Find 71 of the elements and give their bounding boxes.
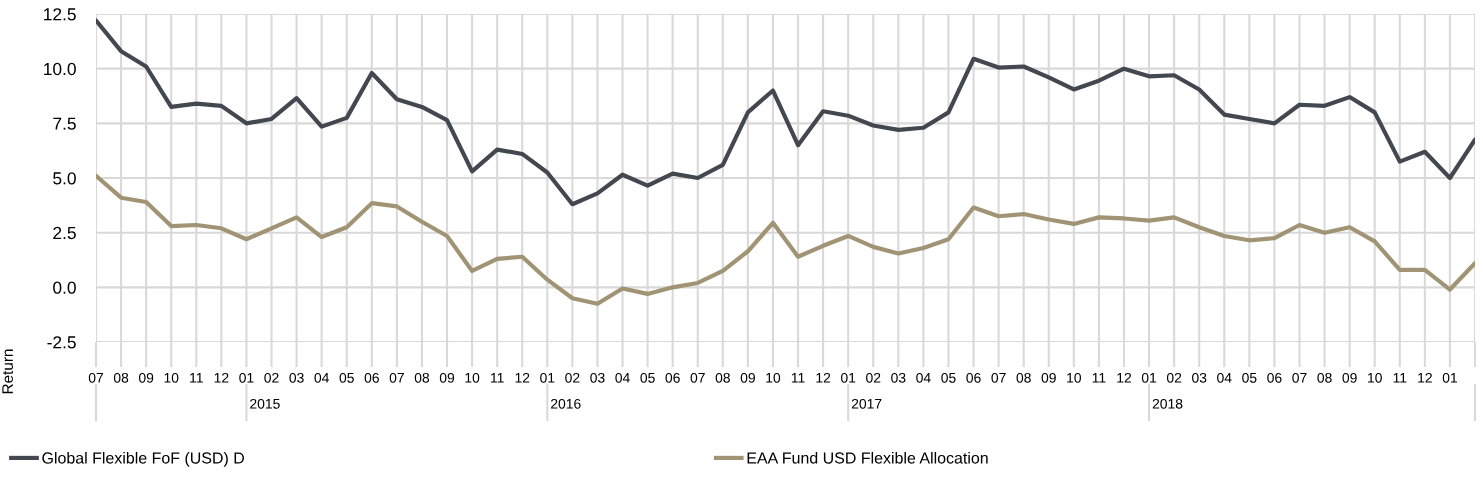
x-tick-label: 03 bbox=[289, 372, 304, 383]
x-tick-label: 01 bbox=[1442, 372, 1457, 383]
x-tick-label: 08 bbox=[113, 372, 129, 383]
y-tick-label: 7.5 bbox=[53, 117, 76, 130]
x-tick-label: 11 bbox=[190, 373, 203, 383]
x-tick-label: 01 bbox=[841, 372, 856, 383]
y-tick-label: 0.0 bbox=[53, 281, 76, 294]
x-tick-label: 08 bbox=[1016, 372, 1031, 383]
legend-label: Global Flexible FoF (USD) D bbox=[42, 451, 245, 467]
x-tick-label: 07 bbox=[1292, 372, 1307, 383]
x-tick-label: 03 bbox=[590, 372, 605, 383]
x-tick-label: 09 bbox=[1342, 372, 1357, 383]
text: 2016 bbox=[551, 398, 581, 409]
x-tick-label: 06 bbox=[966, 372, 981, 383]
x-tick-label: 03 bbox=[1192, 372, 1207, 383]
x-tick-label: 10 bbox=[465, 372, 480, 383]
legend-label: EAA Fund USD Flexible Allocation bbox=[747, 451, 988, 464]
y-tick-label: 12.5 bbox=[44, 8, 76, 21]
x-tick-label: 11 bbox=[491, 373, 504, 383]
x-tick-label: 02 bbox=[866, 372, 881, 383]
x-tick-label: 02 bbox=[264, 372, 279, 383]
x-tick-label: 04 bbox=[615, 372, 630, 383]
x-tick-label: 01 bbox=[1141, 372, 1157, 383]
x-tick-label: 08 bbox=[715, 372, 730, 383]
x-tick-label: 11 bbox=[1393, 373, 1407, 383]
x-tick-label: 06 bbox=[665, 372, 680, 383]
x-tick-label: 03 bbox=[891, 372, 906, 383]
x-tick-label: 07 bbox=[389, 372, 404, 383]
x-tick-label: 01 bbox=[239, 372, 254, 383]
x-tick-label: 05 bbox=[339, 372, 354, 383]
x-tick-label: 07 bbox=[690, 372, 705, 383]
y-axis-title: Return bbox=[2, 349, 13, 394]
x-tick-label: 06 bbox=[364, 372, 379, 383]
x-tick-label: 05 bbox=[1242, 372, 1257, 383]
x-tick-label: 12 bbox=[1117, 372, 1132, 383]
x-tick-label: 04 bbox=[314, 372, 329, 383]
x-tick-label: 10 bbox=[766, 372, 781, 383]
x-tick-label: 09 bbox=[138, 372, 154, 383]
line-series bbox=[96, 18, 1475, 207]
x-tick-label: 12 bbox=[515, 372, 530, 383]
x-tick-label: 10 bbox=[1067, 372, 1082, 383]
x-tick-label: 05 bbox=[640, 372, 655, 383]
x-tick-label: 07 bbox=[88, 372, 104, 383]
x-tick-label: 04 bbox=[1217, 372, 1232, 383]
text: 2017 bbox=[851, 398, 882, 409]
x-tick-label: 12 bbox=[214, 372, 229, 383]
x-tick-label: 12 bbox=[816, 372, 831, 383]
x-tick-label: 08 bbox=[1317, 372, 1332, 383]
y-tick-label: -2.5 bbox=[47, 336, 76, 349]
x-tick-label: 11 bbox=[791, 373, 805, 383]
x-tick-label: 09 bbox=[740, 372, 755, 383]
x-tick-label: 05 bbox=[941, 372, 956, 383]
x-tick-label: 11 bbox=[1092, 373, 1106, 383]
x-tick-label: 10 bbox=[1368, 372, 1382, 383]
x-tick-label: 02 bbox=[565, 372, 580, 383]
x-tick-label: 09 bbox=[1041, 372, 1056, 383]
y-tick-label: 5.0 bbox=[53, 172, 76, 185]
y-tick-label: 2.5 bbox=[53, 226, 76, 240]
x-tick-label: 12 bbox=[1418, 372, 1432, 383]
y-tick-label: 10.0 bbox=[44, 62, 76, 76]
x-tick-label: 01 bbox=[540, 372, 555, 383]
x-tick-label: 06 bbox=[1267, 372, 1282, 383]
x-tick-label: 09 bbox=[439, 372, 455, 383]
x-tick-label: 08 bbox=[414, 372, 430, 383]
x-tick-label: 04 bbox=[916, 372, 931, 383]
x-tick-label: 10 bbox=[164, 372, 179, 383]
text: 2015 bbox=[250, 398, 280, 409]
line-series bbox=[96, 173, 1475, 306]
x-tick-label: 07 bbox=[991, 372, 1006, 383]
x-tick-label: 02 bbox=[1166, 372, 1182, 383]
text: 2018 bbox=[1152, 398, 1183, 409]
